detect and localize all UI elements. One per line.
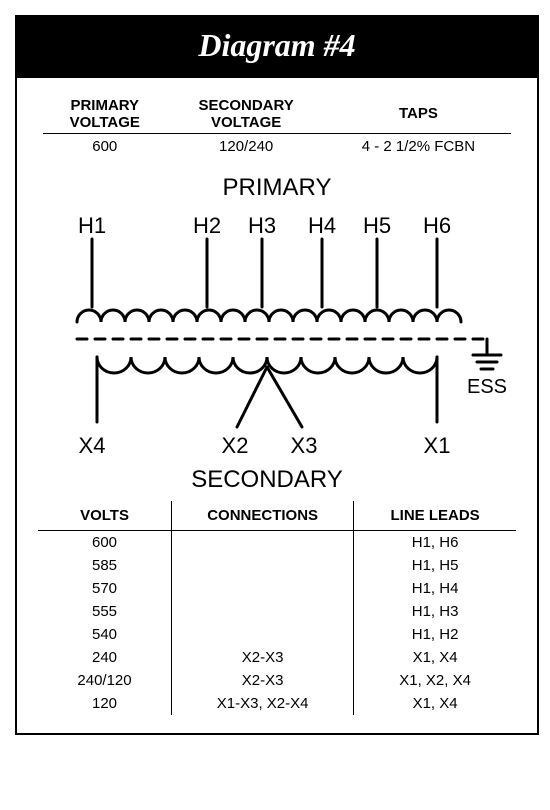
- tap-h3: H3: [248, 213, 276, 238]
- table-row: 600H1, H6: [38, 531, 516, 555]
- tap-x1: X1: [424, 433, 451, 458]
- table-row: 555H1, H3: [38, 600, 516, 623]
- secondary-winding: [97, 357, 437, 373]
- tap-h6: H6: [423, 213, 451, 238]
- table-row: 540H1, H2: [38, 623, 516, 646]
- tap-x3: X3: [291, 433, 318, 458]
- hdr-col-secondary: SECONDARYVOLTAGE: [167, 96, 326, 134]
- col-leads: LINE LEADS: [354, 501, 517, 531]
- table-row: 240/120X2-X3X1, X2, X4: [38, 669, 516, 692]
- hdr-col-primary: PRIMARYVOLTAGE: [43, 96, 167, 134]
- primary-winding: [77, 310, 461, 322]
- tap-h4: H4: [308, 213, 336, 238]
- primary-label: PRIMARY: [223, 174, 332, 201]
- lead-x3: [267, 367, 302, 427]
- table-row: 120X1-X3, X2-X4X1, X4: [38, 692, 516, 715]
- hdr-val-taps: 4 - 2 1/2% FCBN: [326, 134, 511, 160]
- table-row: 585H1, H5: [38, 554, 516, 577]
- lead-x2: [237, 367, 267, 427]
- secondary-label: SECONDARY: [191, 466, 343, 493]
- header-table: PRIMARYVOLTAGE SECONDARYVOLTAGE TAPS 600…: [43, 96, 511, 159]
- title-bar: Diagram #4: [17, 17, 537, 78]
- ess-label: ESS: [467, 376, 507, 398]
- hdr-val-secondary: 120/240: [167, 134, 326, 160]
- col-conns: CONNECTIONS: [172, 501, 354, 531]
- hdr-col-taps: TAPS: [326, 96, 511, 134]
- col-volts: VOLTS: [38, 501, 172, 531]
- connections-table: VOLTS CONNECTIONS LINE LEADS 600H1, H6 5…: [38, 501, 516, 715]
- table-row: 570H1, H4: [38, 577, 516, 600]
- connections-body: 600H1, H6 585H1, H5 570H1, H4 555H1, H3 …: [38, 531, 516, 716]
- table-row: 240X2-X3X1, X4: [38, 646, 516, 669]
- hdr-val-primary: 600: [43, 134, 167, 160]
- tap-x2: X2: [222, 433, 249, 458]
- tap-h5: H5: [363, 213, 391, 238]
- tap-x4: X4: [79, 433, 106, 458]
- tap-h1: H1: [78, 213, 106, 238]
- transformer-diagram: PRIMARY H1 H2 H3 H4 H5 H6: [37, 167, 517, 497]
- document-frame: Diagram #4 PRIMARYVOLTAGE SECONDARYVOLTA…: [15, 15, 539, 735]
- tap-h2: H2: [193, 213, 221, 238]
